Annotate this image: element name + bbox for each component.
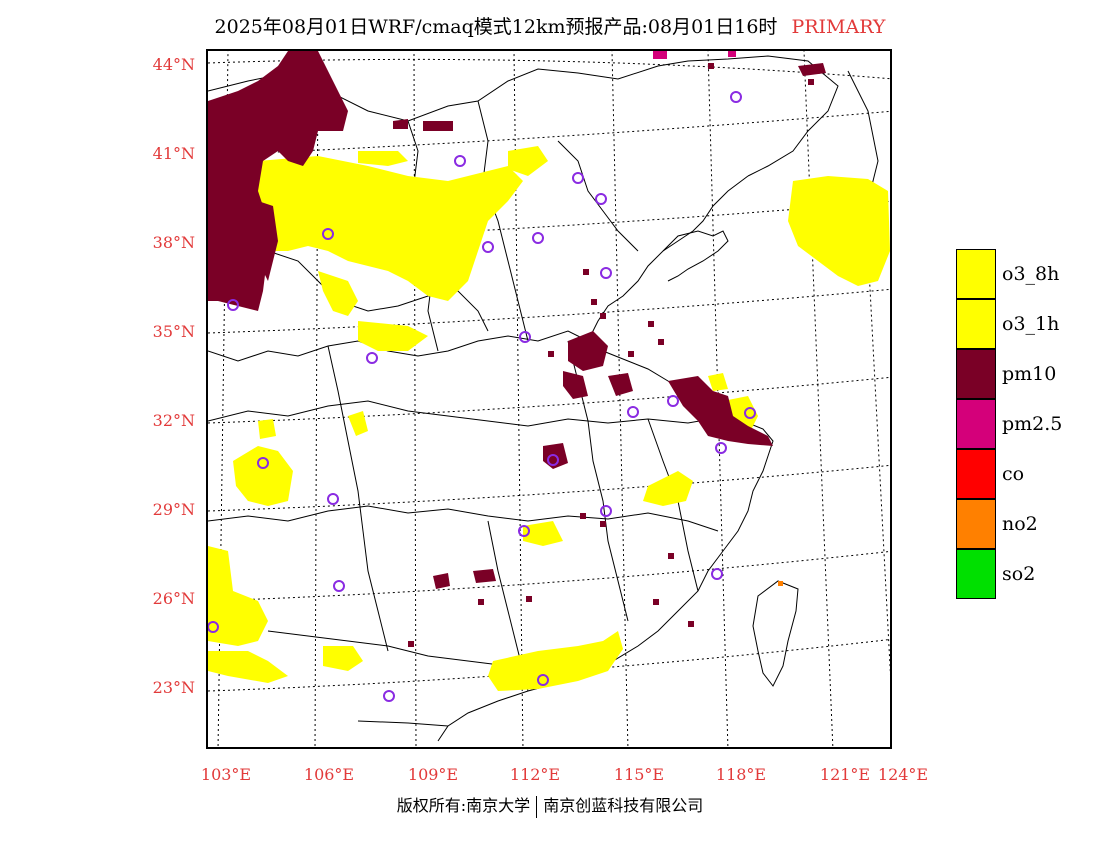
pm10-dots [408, 63, 814, 647]
lat-label-44: 44°N [152, 55, 195, 74]
lat-label-23: 23°N [152, 678, 195, 697]
legend-swatch-co [956, 449, 996, 499]
pm25-patches [653, 51, 736, 59]
copyright-separator [536, 795, 538, 818]
lon-label-115: 115°E [613, 765, 665, 784]
lat-label-32: 32°N [152, 411, 195, 430]
legend-label-o3-1h: o3_1h [1002, 313, 1060, 335]
legend-swatch-o3-8h [956, 249, 996, 299]
monitoring-sites [208, 91, 756, 702]
map-title: 2025年08月01日WRF/cmaq模式12km预报产品:08月01日16时 P… [0, 12, 1100, 39]
legend-label-o3-8h: o3_8h [1002, 263, 1060, 285]
legend-item-co: co [956, 449, 1096, 499]
legend-item-no2: no2 [956, 499, 1096, 549]
legend-swatch-so2 [956, 549, 996, 599]
legend-swatch-no2 [956, 499, 996, 549]
forecast-map [206, 49, 892, 749]
map-canvas [208, 51, 890, 747]
legend-label-co: co [1002, 463, 1025, 485]
lon-label-112: 112°E [509, 765, 561, 784]
legend-swatch-o3-1h [956, 299, 996, 349]
lon-label-109: 109°E [407, 765, 459, 784]
legend-item-so2: so2 [956, 549, 1096, 599]
lon-label-103: 103°E [200, 765, 252, 784]
legend-label-pm10: pm10 [1002, 363, 1057, 385]
lon-label-106: 106°E [303, 765, 355, 784]
title-text: 2025年08月01日WRF/cmaq模式12km预报产品:08月01日16时 [214, 16, 778, 38]
pm10-patches [208, 51, 826, 589]
legend-item-o3-1h: o3_1h [956, 299, 1096, 349]
lat-label-38: 38°N [152, 233, 195, 252]
o3-patches [208, 146, 890, 691]
lat-label-26: 26°N [152, 589, 195, 608]
lat-label-41: 41°N [152, 144, 195, 163]
legend-item-pm25: pm2.5 [956, 399, 1096, 449]
copyright-left: 版权所有:南京大学 [396, 796, 531, 815]
legend-swatch-pm10 [956, 349, 996, 399]
lon-label-121: 121°E [819, 765, 871, 784]
lon-label-124: 124°E [877, 765, 929, 784]
legend-item-o3-8h: o3_8h [956, 249, 1096, 299]
lat-label-35: 35°N [152, 322, 195, 341]
product-type-label: PRIMARY [791, 16, 886, 38]
legend-label-no2: no2 [1002, 513, 1038, 535]
no2-patch [778, 581, 783, 586]
copyright-right: 南京创蓝科技有限公司 [543, 796, 704, 815]
lon-label-118: 118°E [715, 765, 767, 784]
graticule-longitudes [217, 51, 890, 747]
lat-label-29: 29°N [152, 500, 195, 519]
copyright: 版权所有:南京大学 南京创蓝科技有限公司 [0, 792, 1100, 818]
legend-label-pm25: pm2.5 [1002, 413, 1063, 435]
legend-item-pm10: pm10 [956, 349, 1096, 399]
legend-label-so2: so2 [1002, 563, 1036, 585]
legend-swatch-pm25 [956, 399, 996, 449]
